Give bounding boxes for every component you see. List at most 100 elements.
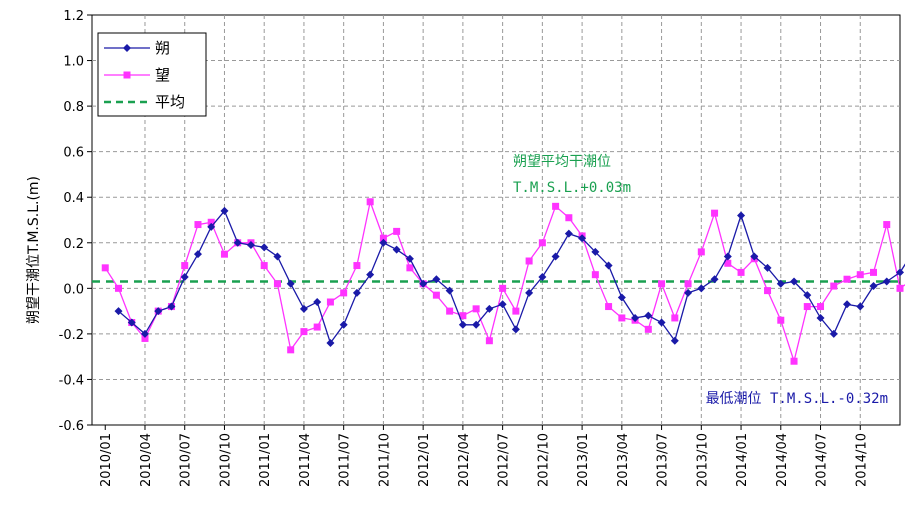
data-point-diamond: [803, 291, 812, 300]
data-point-diamond: [525, 288, 534, 297]
legend-marker-saku: [123, 44, 131, 52]
legend-label-mean: 平均: [155, 93, 185, 111]
legend-marker-bo: [123, 71, 131, 79]
data-point-diamond: [127, 318, 136, 327]
y-tick-label: 1.2: [63, 9, 84, 24]
data-point-square: [644, 325, 652, 333]
x-tick-label: 2010/10: [218, 433, 233, 487]
x-tick-label: 2010/07: [179, 433, 194, 487]
x-tick-label: 2014/10: [854, 433, 869, 487]
data-point-diamond: [723, 252, 732, 261]
data-point-diamond: [763, 263, 772, 272]
data-point-square: [737, 268, 745, 276]
data-point-square: [790, 357, 798, 365]
data-point-square: [697, 248, 705, 256]
data-point-square: [618, 314, 626, 322]
y-tick-label: -0.2: [59, 328, 84, 343]
data-point-diamond: [458, 320, 467, 329]
data-point-square: [353, 262, 361, 270]
data-point-diamond: [140, 329, 149, 338]
data-point-diamond: [604, 261, 613, 270]
x-tick-label: 2012/01: [417, 433, 432, 487]
annotation-mean-title: 朔望平均干潮位: [513, 154, 611, 170]
x-tick-label: 2014/01: [735, 433, 750, 487]
series-saku: [114, 206, 905, 347]
x-axis-ticks: 2010/01 2010/04 2010/07 2010/10 2011/01 2011/…: [99, 425, 869, 487]
data-point-square: [393, 227, 401, 235]
data-point-diamond: [299, 304, 308, 313]
y-tick-label: 1.0: [63, 55, 84, 70]
data-point-diamond: [578, 234, 587, 243]
data-point-square: [817, 303, 825, 311]
data-point-diamond: [564, 229, 573, 238]
y-tick-label: -0.6: [59, 419, 84, 434]
annotation-lowest: 最低潮位 T.M.S.L.-0.32m: [706, 391, 888, 407]
data-point-square: [565, 214, 573, 222]
data-point-square: [684, 280, 692, 288]
data-point-square: [379, 234, 387, 242]
data-point-square: [711, 209, 719, 217]
data-point-square: [472, 305, 480, 313]
data-point-square: [512, 307, 520, 315]
x-tick-label: 2012/10: [536, 433, 551, 487]
data-point-square: [883, 221, 891, 229]
data-point-diamond: [511, 325, 520, 334]
data-point-diamond: [366, 270, 375, 279]
data-point-diamond: [816, 313, 825, 322]
data-point-diamond: [286, 279, 295, 288]
x-tick-label: 2010/01: [99, 433, 114, 487]
data-point-diamond: [326, 339, 335, 347]
data-point-diamond: [154, 307, 163, 316]
grid-lines: [92, 15, 900, 425]
data-point-square: [326, 298, 334, 306]
data-point-square: [207, 218, 215, 226]
x-tick-label: 2013/07: [656, 433, 671, 487]
data-point-diamond: [392, 245, 401, 254]
y-tick-label: 0.6: [63, 146, 84, 161]
data-point-diamond: [220, 206, 229, 215]
data-point-square: [552, 202, 560, 210]
data-point-square: [260, 262, 268, 270]
x-tick-label: 2011/10: [377, 433, 392, 487]
x-tick-label: 2013/04: [616, 433, 631, 487]
data-point-square: [101, 264, 109, 272]
data-point-square: [896, 284, 904, 292]
y-axis-ticks: 1.2 1.0 0.8 0.6 0.4 0.2 0.0 -0.2 -0.4 -0.6: [59, 9, 92, 434]
data-point-diamond: [498, 300, 507, 309]
data-point-diamond: [882, 277, 891, 286]
data-point-square: [658, 280, 666, 288]
data-point-square: [777, 316, 785, 324]
series-layer: [101, 198, 905, 365]
data-point-square: [764, 287, 772, 295]
data-point-square: [273, 280, 281, 288]
data-point-square: [591, 271, 599, 279]
data-point-diamond: [167, 302, 176, 311]
data-point-diamond: [869, 282, 878, 291]
data-point-square: [194, 221, 202, 229]
data-point-square: [538, 239, 546, 247]
data-point-diamond: [233, 238, 242, 247]
data-point-diamond: [445, 286, 454, 295]
data-point-diamond: [551, 252, 560, 261]
data-point-square: [114, 284, 122, 292]
data-point-diamond: [352, 288, 361, 297]
data-point-diamond: [538, 272, 547, 281]
legend: 朔 望 平均: [97, 32, 207, 117]
y-tick-label: 0.2: [63, 237, 84, 252]
y-tick-label: 0.4: [63, 191, 84, 206]
data-point-diamond: [485, 304, 494, 313]
data-point-diamond: [684, 288, 693, 297]
data-point-square: [287, 346, 295, 354]
y-tick-label: 0.0: [63, 282, 84, 297]
data-point-diamond: [856, 302, 865, 311]
data-point-square: [459, 312, 467, 320]
data-point-square: [605, 303, 613, 311]
x-tick-label: 2014/04: [775, 433, 790, 487]
data-point-square: [406, 264, 414, 272]
y-tick-label: 0.8: [63, 100, 84, 115]
data-point-square: [671, 314, 679, 322]
data-point-diamond: [896, 268, 904, 277]
data-point-diamond: [829, 329, 838, 338]
data-point-diamond: [273, 252, 282, 261]
